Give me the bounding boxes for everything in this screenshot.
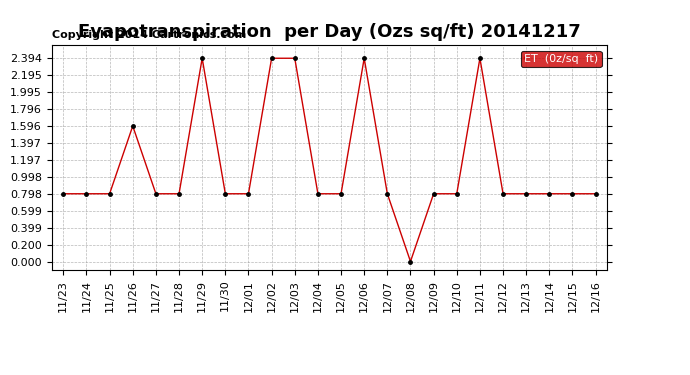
Text: Copyright 2014 Cartronics.com: Copyright 2014 Cartronics.com xyxy=(52,30,246,40)
Legend: ET  (0z/sq  ft): ET (0z/sq ft) xyxy=(521,51,602,67)
Title: Evapotranspiration  per Day (Ozs sq/ft) 20141217: Evapotranspiration per Day (Ozs sq/ft) 2… xyxy=(78,22,581,40)
